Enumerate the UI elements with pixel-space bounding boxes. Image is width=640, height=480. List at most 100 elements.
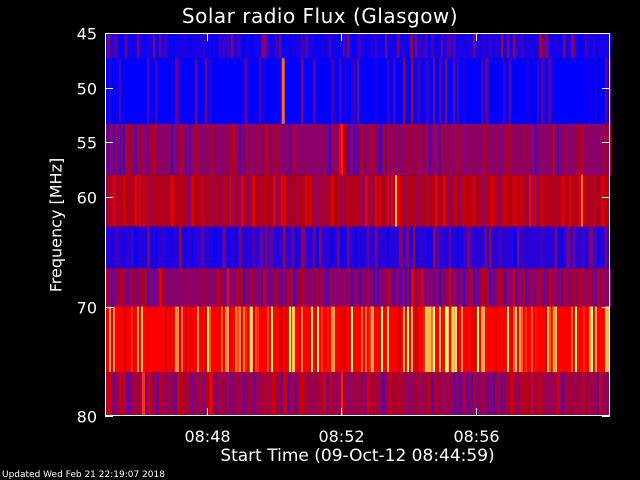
spectrum-column bbox=[203, 175, 205, 227]
spectrum-column bbox=[345, 58, 347, 124]
spectrum-column bbox=[155, 268, 157, 307]
spectrum-column bbox=[449, 268, 451, 307]
spectrum-column bbox=[419, 58, 421, 124]
spectrum-column bbox=[433, 33, 435, 59]
spectrum-column bbox=[499, 58, 501, 124]
spectrum-column bbox=[281, 268, 283, 307]
spectrum-column bbox=[201, 226, 203, 269]
spectrum-column bbox=[533, 175, 535, 227]
spectrum-column bbox=[205, 33, 207, 59]
spectrum-column bbox=[227, 268, 229, 307]
spectrum-column bbox=[237, 306, 239, 373]
spectrum-column bbox=[253, 175, 255, 227]
spectrum-column bbox=[603, 226, 605, 269]
spectrum-column bbox=[233, 175, 235, 227]
spectrum-column bbox=[165, 33, 167, 59]
spectrum-column bbox=[339, 306, 341, 373]
spectrum-column bbox=[601, 175, 603, 227]
spectrum-column bbox=[485, 175, 487, 227]
spectrum-column bbox=[191, 372, 193, 416]
spectrum-column bbox=[119, 372, 121, 416]
spectrum-column bbox=[223, 33, 225, 59]
spectrum-column bbox=[381, 306, 383, 373]
spectrum-column bbox=[179, 226, 181, 269]
spectrum-column bbox=[553, 33, 555, 59]
x-axis-label: Start Time (09-Oct-12 08:44:59) bbox=[220, 446, 495, 466]
spectrum-column bbox=[501, 33, 503, 59]
spectrum-column bbox=[417, 268, 419, 307]
spectrum-column bbox=[231, 372, 233, 416]
spectrum-column bbox=[411, 123, 413, 176]
spectrum-column bbox=[341, 33, 343, 59]
spectrum-column bbox=[565, 372, 567, 416]
spectrum-column bbox=[597, 268, 599, 307]
spectrum-column bbox=[595, 175, 597, 227]
spectrum-column bbox=[407, 58, 409, 124]
spectrum-column bbox=[257, 58, 259, 124]
spectrum-column bbox=[555, 226, 557, 269]
spectrum-column bbox=[557, 123, 559, 176]
spectrum-column bbox=[481, 268, 483, 307]
spectrum-column bbox=[115, 175, 117, 227]
spectrum-column bbox=[143, 175, 145, 227]
spectrum-column bbox=[249, 372, 251, 416]
spectrum-column bbox=[141, 268, 143, 307]
spectrum-column bbox=[413, 58, 415, 124]
spectrum-column bbox=[601, 372, 603, 416]
spectrum-column bbox=[199, 33, 201, 59]
spectrum-column bbox=[451, 175, 453, 227]
spectrum-column bbox=[473, 268, 475, 307]
spectrum-column bbox=[247, 58, 249, 124]
spectrum-column bbox=[411, 226, 413, 269]
spectrum-column bbox=[333, 123, 335, 176]
spectrum-column bbox=[371, 58, 373, 124]
spectrum-column bbox=[397, 372, 399, 416]
spectrum-column bbox=[289, 306, 291, 373]
spectrum-column bbox=[145, 372, 147, 416]
spectrum-column bbox=[481, 58, 483, 124]
spectrum-column bbox=[381, 372, 383, 416]
spectrum-column bbox=[547, 58, 549, 124]
spectrum-column bbox=[203, 58, 205, 124]
spectrum-column bbox=[581, 226, 583, 269]
spectrum-column bbox=[147, 58, 149, 124]
spectrum-column bbox=[473, 33, 475, 59]
spectrum-column bbox=[403, 372, 405, 416]
spectrum-column bbox=[513, 175, 515, 227]
spectrum-column bbox=[503, 33, 505, 59]
spectrum-column bbox=[109, 58, 111, 124]
spectrum-column bbox=[555, 123, 557, 176]
spectrum-column bbox=[591, 226, 593, 269]
spectrum-column bbox=[467, 306, 469, 373]
spectrum-column bbox=[563, 175, 565, 227]
spectrum-column bbox=[131, 33, 133, 59]
spectrum-column bbox=[241, 175, 243, 227]
spectrum-column bbox=[197, 306, 199, 373]
spectrum-column bbox=[457, 226, 459, 269]
spectrum-column bbox=[589, 268, 591, 307]
spectrum-column bbox=[185, 123, 187, 176]
spectrum-column bbox=[321, 372, 323, 416]
spectrum-column bbox=[259, 58, 261, 124]
spectrum-column bbox=[299, 306, 301, 373]
spectrum-column bbox=[579, 33, 581, 59]
spectrum-column bbox=[265, 123, 267, 176]
spectrum-column bbox=[301, 306, 303, 373]
spectrum-column bbox=[511, 372, 513, 416]
spectrum-column bbox=[517, 33, 519, 59]
spectrum-column bbox=[365, 306, 367, 373]
spectrum-column bbox=[241, 123, 243, 176]
spectrum-column bbox=[409, 123, 411, 176]
spectrum-column bbox=[487, 175, 489, 227]
spectrum-column bbox=[399, 306, 401, 373]
spectrum-column bbox=[581, 175, 583, 227]
spectrum-column bbox=[407, 306, 409, 373]
spectrum-column bbox=[525, 268, 527, 307]
spectrum-column bbox=[135, 123, 137, 176]
spectrum-column bbox=[125, 123, 127, 176]
spectrum-column bbox=[219, 372, 221, 416]
spectrum-column bbox=[411, 58, 413, 124]
spectrum-column bbox=[107, 123, 109, 176]
spectrum-column bbox=[181, 123, 183, 176]
spectrum-column bbox=[305, 58, 307, 124]
